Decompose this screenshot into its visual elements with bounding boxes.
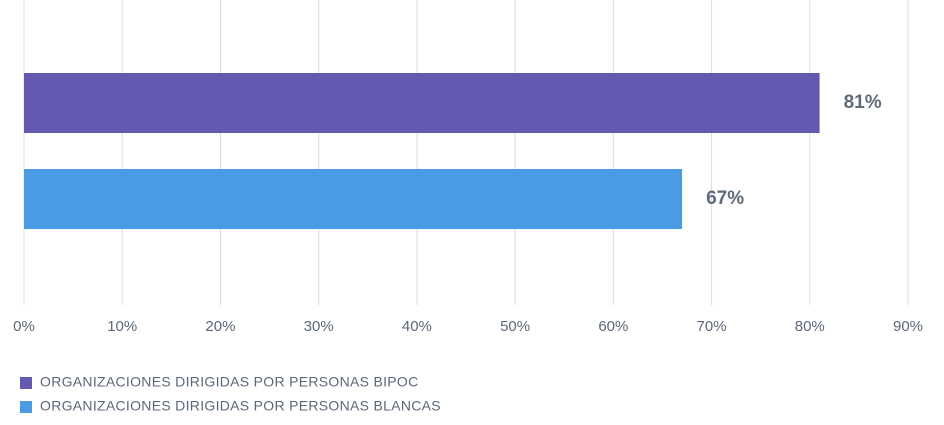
x-tick-label: 30% — [304, 318, 334, 335]
x-tick-label: 60% — [598, 318, 628, 335]
legend-swatch — [20, 377, 32, 389]
legend-swatch — [20, 401, 32, 413]
x-tick-label: 70% — [697, 318, 727, 335]
x-tick-label: 50% — [500, 318, 530, 335]
legend-label: ORGANIZACIONES DIRIGIDAS POR PERSONAS BI… — [40, 374, 419, 390]
x-tick-label: 10% — [107, 318, 137, 335]
x-tick-label: 0% — [13, 318, 35, 335]
bar — [24, 169, 683, 229]
bar — [24, 73, 820, 133]
value-label: 67% — [706, 188, 744, 209]
x-tick-label: 20% — [205, 318, 235, 335]
legend-label: ORGANIZACIONES DIRIGIDAS POR PERSONAS BL… — [40, 398, 441, 414]
value-label: 81% — [844, 92, 882, 113]
x-tick-label: 90% — [893, 318, 923, 335]
x-tick-label: 40% — [402, 318, 432, 335]
x-tick-label: 80% — [795, 318, 825, 335]
